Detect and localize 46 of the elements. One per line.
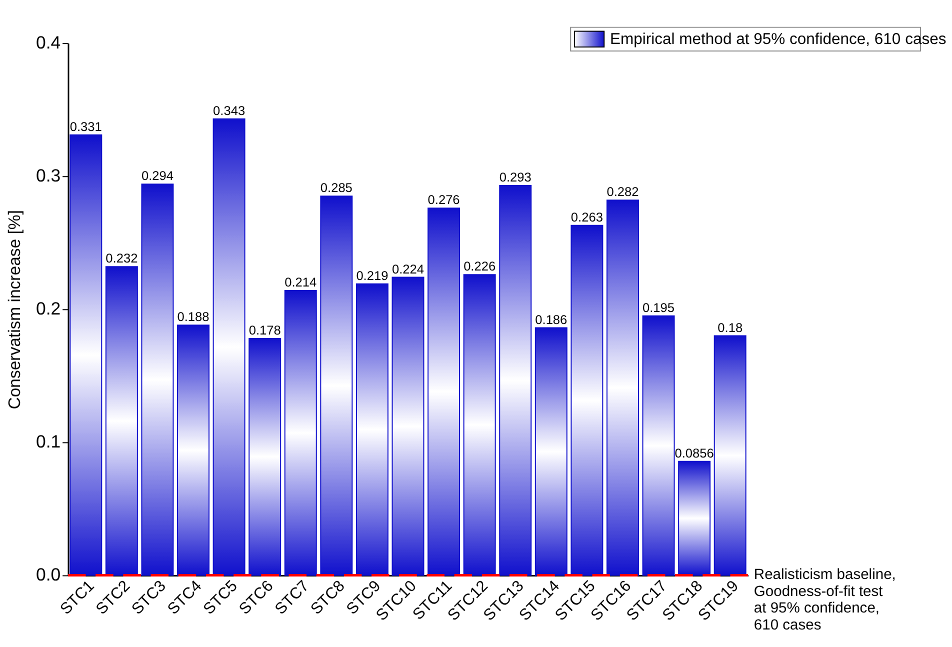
- data-label: 0.195: [642, 300, 675, 315]
- data-label: 0.331: [70, 118, 102, 134]
- bar: [428, 208, 460, 576]
- ref-line-label: Realisticism baseline, Goodness-of-fit test at 95% confidence, 610 cases: [754, 567, 896, 634]
- y-tick-label: 0.2: [36, 298, 61, 319]
- bar: [714, 335, 746, 576]
- bar: [284, 290, 317, 576]
- bar: [320, 196, 353, 576]
- data-label: 0.226: [464, 258, 496, 274]
- y-tick-label: 0.4: [36, 32, 61, 53]
- data-label: 0.285: [320, 180, 352, 196]
- bar: [356, 283, 388, 576]
- data-label: 0.294: [141, 168, 174, 184]
- data-label: 0.293: [499, 170, 532, 184]
- y-axis-title: Conservatism increase [%]: [5, 210, 24, 410]
- data-label: 0.0856: [674, 445, 714, 460]
- bar: [212, 118, 246, 576]
- y-tick-label: 0.0: [36, 564, 61, 585]
- bar: [570, 224, 604, 576]
- data-label: 0.263: [570, 209, 603, 224]
- data-label: 0.224: [392, 261, 424, 276]
- bar: [248, 338, 282, 576]
- bar: [678, 460, 711, 576]
- data-label: 0.186: [535, 312, 568, 327]
- data-label: 0.343: [213, 102, 246, 118]
- bar: [105, 266, 138, 576]
- legend-label: Empirical method at 95% confidence, 610 cases: [610, 31, 946, 48]
- bar: [392, 276, 424, 576]
- data-label: 0.18: [718, 320, 743, 335]
- bar: [141, 184, 174, 576]
- y-tick-label: 0.3: [36, 166, 61, 186]
- bar: [534, 327, 568, 576]
- data-label: 0.188: [177, 309, 210, 324]
- y-tick-label: 0.1: [36, 432, 61, 452]
- data-label: 0.282: [606, 184, 639, 200]
- data-label: 0.219: [356, 268, 388, 283]
- data-label: 0.232: [106, 250, 138, 266]
- bar: [70, 134, 102, 576]
- bar: [642, 315, 675, 576]
- data-label: 0.276: [428, 192, 460, 208]
- data-label: 0.214: [284, 274, 317, 290]
- bar: [606, 200, 639, 576]
- bar: [177, 324, 210, 576]
- bar: [499, 184, 532, 576]
- bar: [463, 274, 496, 576]
- data-label: 0.178: [248, 322, 281, 338]
